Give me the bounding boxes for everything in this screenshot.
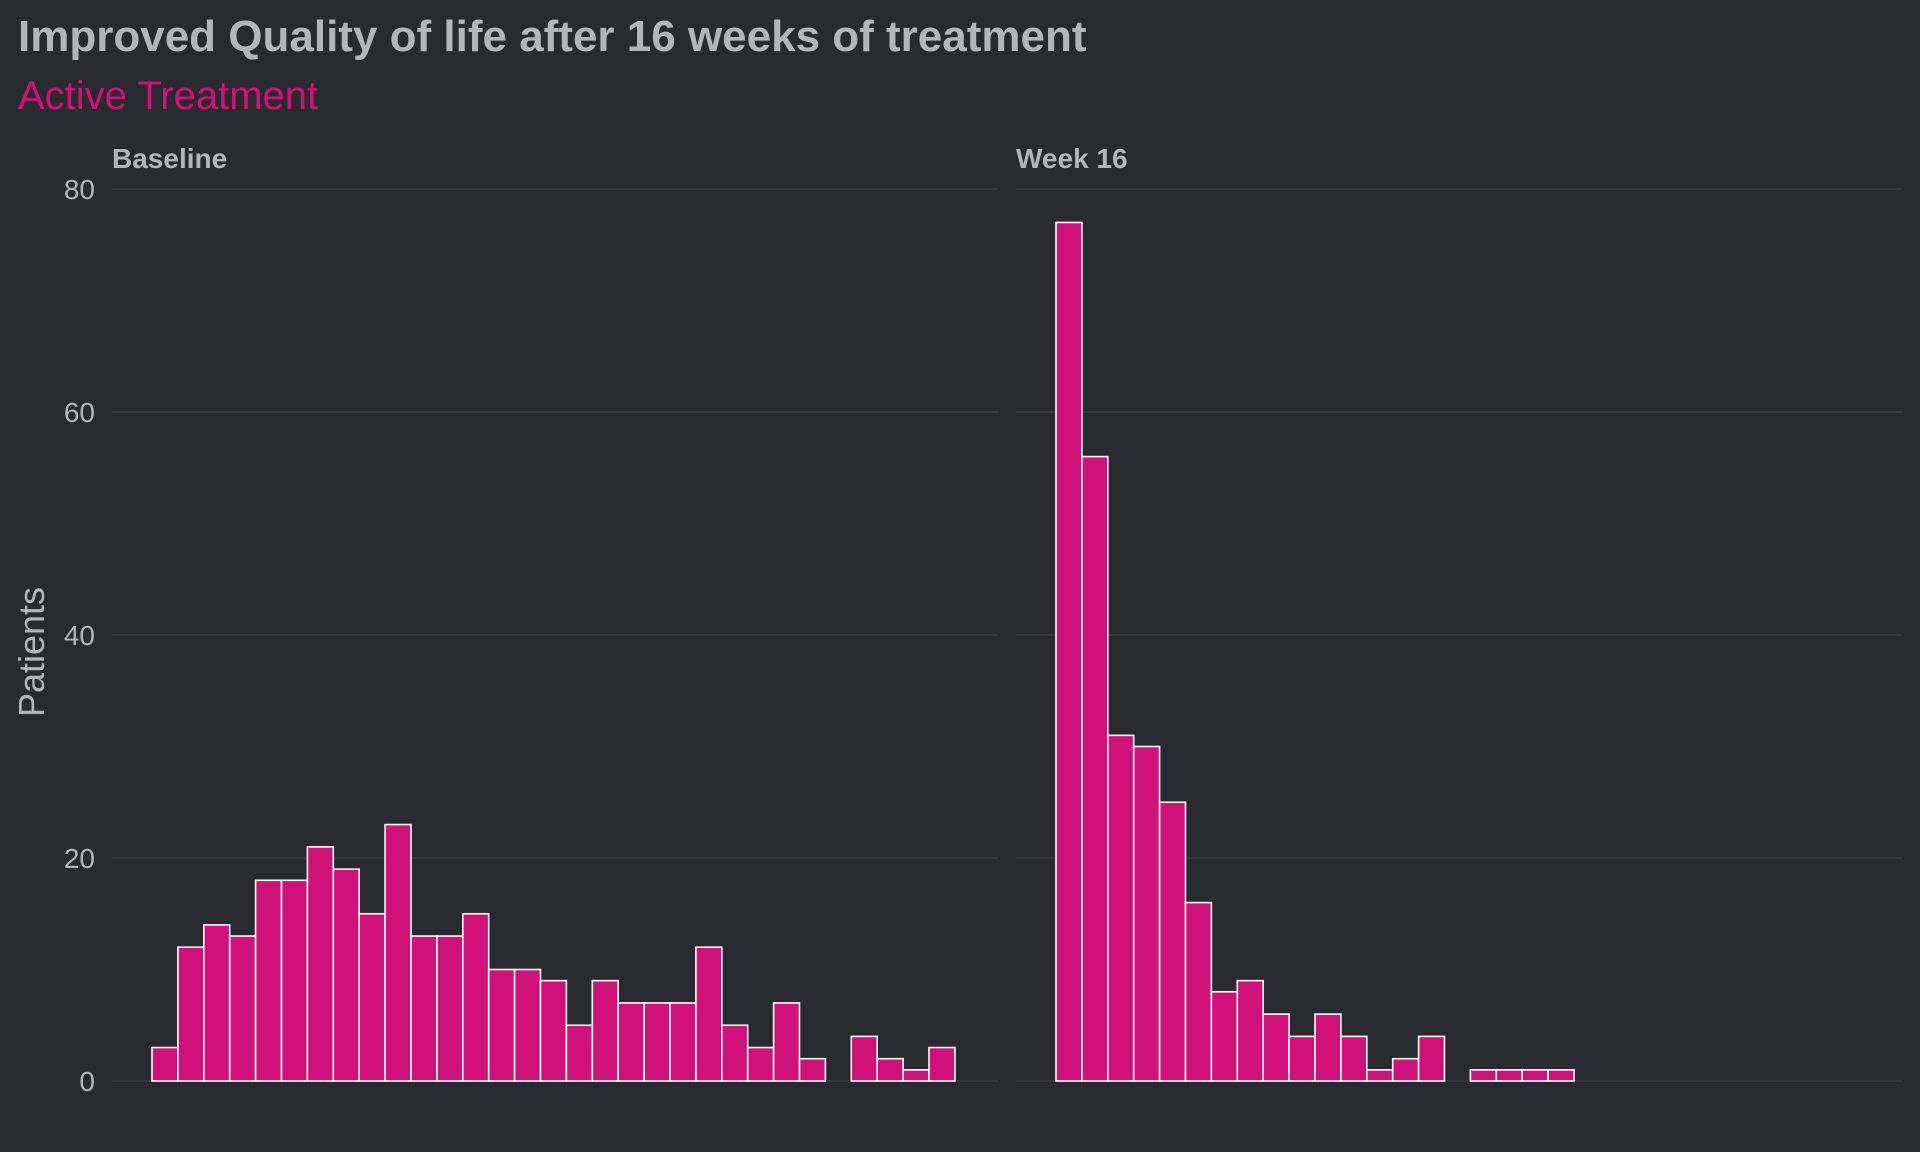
bar-baseline-3: [228, 935, 257, 1082]
bar-week16-5: [1184, 901, 1213, 1082]
bar-week16-2: [1107, 734, 1135, 1082]
bar-week16-17: [1495, 1069, 1524, 1082]
y-tick-label: 40: [64, 620, 95, 651]
bar-week16-10: [1314, 1013, 1342, 1082]
bar-week16-19: [1547, 1069, 1575, 1082]
bar-baseline-10: [410, 935, 438, 1082]
bar-week16-14: [1417, 1035, 1446, 1082]
bar-baseline-5: [280, 879, 309, 1082]
bar-week16-11: [1340, 1035, 1368, 1082]
chart-title: Improved Quality of life after 16 weeks …: [18, 12, 1087, 61]
bar-baseline-1: [177, 946, 205, 1082]
bar-week16-8: [1262, 1013, 1290, 1082]
bar-baseline-23: [746, 1046, 775, 1082]
bar-week16-9: [1288, 1035, 1316, 1082]
panel-title: Week 16: [1016, 143, 1128, 174]
bar-week16-16: [1469, 1069, 1498, 1082]
y-tick-label: 80: [64, 174, 95, 205]
bar-baseline-22: [720, 1024, 749, 1082]
bar-baseline-28: [876, 1057, 904, 1082]
y-axis-label: Patients: [11, 587, 52, 717]
bar-baseline-14: [513, 968, 542, 1082]
bar-baseline-30: [928, 1046, 956, 1082]
bar-baseline-2: [203, 924, 231, 1082]
bar-baseline-7: [332, 868, 360, 1082]
text-layer: 0 20 40 60 80 Patients Baseline Week 16: [11, 143, 1128, 1097]
bar-baseline-4: [254, 879, 283, 1082]
bar-baseline-20: [669, 1002, 697, 1082]
bar-baseline-0: [151, 1046, 179, 1082]
bar-baseline-29: [902, 1069, 930, 1082]
bar-baseline-12: [461, 912, 490, 1082]
bar-baseline-16: [565, 1024, 594, 1082]
bar-week16-13: [1391, 1057, 1420, 1082]
bar-week16-6: [1210, 990, 1239, 1082]
bar-baseline-19: [643, 1002, 671, 1082]
bar-week16-12: [1366, 1069, 1394, 1082]
bar-baseline-15: [539, 979, 568, 1082]
y-tick-label: 0: [79, 1066, 95, 1097]
bar-week16-1: [1081, 455, 1109, 1082]
bar-baseline-17: [591, 979, 619, 1082]
y-tick-label: 20: [64, 843, 95, 874]
bar-baseline-13: [487, 968, 516, 1082]
grid-layer: [112, 188, 1902, 1082]
y-tick-label: 60: [64, 397, 95, 428]
bars-layer: [151, 221, 1575, 1082]
bar-baseline-6: [306, 846, 335, 1082]
bar-baseline-21: [695, 946, 723, 1082]
bar-baseline-18: [617, 1002, 645, 1082]
bar-baseline-11: [436, 935, 464, 1082]
panel-title: Baseline: [112, 143, 227, 174]
bar-week16-7: [1236, 979, 1265, 1082]
bar-baseline-27: [850, 1035, 878, 1082]
bar-week16-3: [1132, 745, 1161, 1082]
chart-subtitle: Active Treatment: [18, 74, 319, 118]
bar-baseline-9: [384, 823, 412, 1082]
bar-week16-0: [1055, 221, 1083, 1082]
bar-week16-4: [1158, 801, 1187, 1082]
bar-baseline-8: [358, 912, 386, 1082]
bar-baseline-24: [772, 1002, 801, 1082]
bar-week16-18: [1521, 1069, 1549, 1082]
bar-baseline-25: [798, 1057, 827, 1082]
